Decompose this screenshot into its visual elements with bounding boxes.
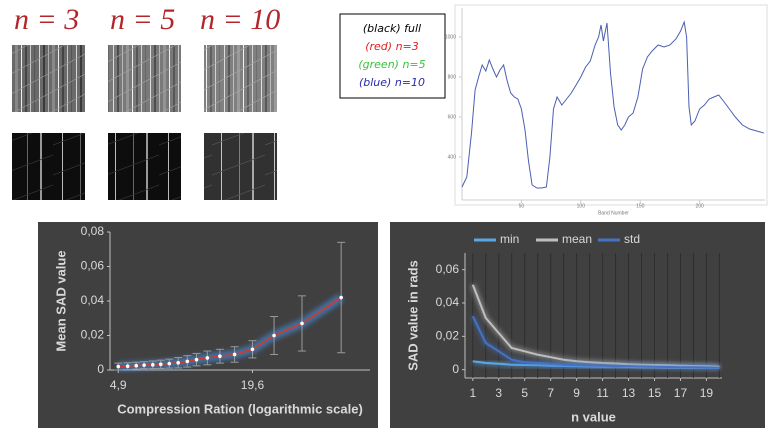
x-tick-label: 150 <box>636 203 645 209</box>
image-label: n = 5 <box>110 3 175 36</box>
legend-line: (black) full <box>363 22 421 35</box>
x-tick-label: 19,6 <box>241 378 265 392</box>
x-tick-label: 17 <box>674 386 688 400</box>
y-tick-label: 0,02 <box>436 329 460 343</box>
x-axis-label: n value <box>571 409 616 424</box>
point <box>272 333 276 338</box>
x-tick-label: 5 <box>521 386 528 400</box>
point <box>158 362 163 367</box>
line <box>461 20 764 189</box>
x-tick-label: 15 <box>648 386 662 400</box>
y-axis-label: SAD value in rads <box>405 260 420 371</box>
point <box>167 361 172 366</box>
legend-label: min <box>500 232 519 246</box>
image-label: n = 10 <box>200 3 280 36</box>
x-tick-label: 13 <box>622 386 636 400</box>
y-tick-label: 1000 <box>445 34 456 40</box>
y-tick-label: 0,04 <box>81 293 105 307</box>
x-tick-label: 200 <box>695 203 704 209</box>
x-tick-label: 50 <box>519 203 525 209</box>
image-tile <box>204 45 277 112</box>
point <box>185 359 190 364</box>
x-tick-label: 100 <box>577 203 586 209</box>
x-tick-label: 7 <box>547 386 554 400</box>
y-tick-label: 800 <box>448 74 457 80</box>
y-tick-label: 0,08 <box>81 224 105 238</box>
x-tick-label: 9 <box>573 386 580 400</box>
image-label: n = 3 <box>14 3 79 36</box>
y-tick-label: 0,02 <box>81 328 105 342</box>
y-tick-label: 0 <box>97 362 104 376</box>
point <box>232 352 237 357</box>
y-tick-label: 0,04 <box>436 295 460 309</box>
chart-background <box>390 222 765 428</box>
point <box>250 347 255 352</box>
image-tile <box>12 45 85 112</box>
x-tick-label: 3 <box>495 386 502 400</box>
x-tick-label: 1 <box>469 386 476 400</box>
point <box>300 321 304 326</box>
point <box>134 363 139 368</box>
y-tick-label: 0,06 <box>81 259 105 273</box>
legend-line: (green) n=5 <box>358 58 425 71</box>
chart-background <box>38 222 378 428</box>
x-tick-label: 11 <box>596 386 609 400</box>
legend-line: (red) n=3 <box>365 40 419 53</box>
point <box>339 295 343 300</box>
point <box>116 364 121 369</box>
point <box>150 363 155 367</box>
point <box>218 354 222 359</box>
y-tick-label: 0,06 <box>436 262 460 276</box>
y-axis-label: Mean SAD value <box>53 250 68 351</box>
y-tick-label: 600 <box>448 114 457 120</box>
image-tile <box>12 133 85 200</box>
point <box>142 363 146 367</box>
line <box>471 315 720 369</box>
image-tile <box>108 133 181 200</box>
legend-box <box>339 13 446 99</box>
image-tile <box>108 45 181 112</box>
x-tick-label: 19 <box>700 386 714 400</box>
y-tick-label: 0 <box>452 362 459 376</box>
point <box>205 356 210 360</box>
point <box>125 364 130 369</box>
point <box>176 360 180 365</box>
image-tile <box>204 133 277 200</box>
legend-label: mean <box>562 232 592 246</box>
x-axis-label: Compression Ration (logarithmic scale) <box>117 401 363 416</box>
chart-background <box>454 4 768 206</box>
x-tick-label: 4,9 <box>110 378 127 392</box>
legend-line: (blue) n=10 <box>359 76 425 89</box>
legend-label: std <box>624 232 640 246</box>
x-axis-label: Band Number <box>598 210 629 216</box>
y-tick-label: 400 <box>448 154 457 160</box>
point <box>194 357 199 362</box>
